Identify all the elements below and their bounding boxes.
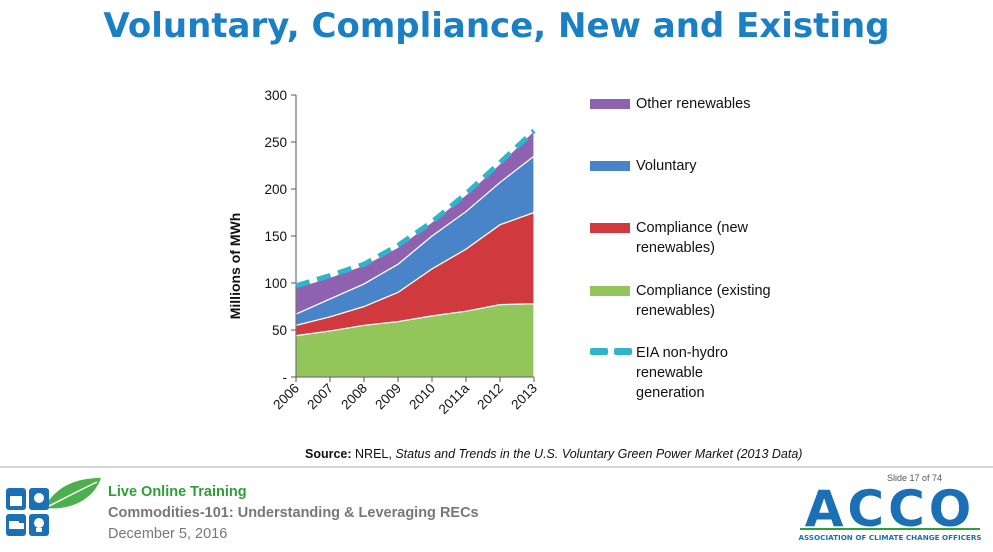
legend-item: Voluntary <box>590 156 806 176</box>
legend-item: Other renewables <box>590 94 806 114</box>
source-prefix: Source: <box>305 447 352 461</box>
legend-item: Compliance (new renewables) <box>590 218 806 258</box>
slide-number: Slide 17 of 74 <box>887 473 943 483</box>
x-tick-label: 2009 <box>372 381 404 413</box>
legend-swatch <box>590 348 632 358</box>
legend-label: Other renewables <box>636 96 751 112</box>
x-tick-label: 2013 <box>508 381 540 413</box>
source-org: NREL, <box>351 447 396 461</box>
live-training-label: Live Online Training <box>108 484 247 500</box>
legend-swatch <box>590 223 630 233</box>
legend-item: EIA non-hydro renewable generation <box>590 343 806 403</box>
footer-icons <box>6 478 101 536</box>
y-tick-label: 250 <box>264 135 287 150</box>
footer-divider <box>0 466 993 468</box>
legend-label: Compliance (existing renewables) <box>636 283 771 319</box>
y-tick-label: 200 <box>264 182 287 197</box>
x-tick-label: 2012 <box>474 381 506 413</box>
legend-item: Compliance (existing renewables) <box>590 281 806 321</box>
legend-label: Voluntary <box>636 158 697 174</box>
y-tick-label: 100 <box>264 276 287 291</box>
legend-swatch <box>590 161 630 171</box>
source-note: Source: NREL, Status and Trends in the U… <box>305 447 802 461</box>
y-tick-label: 50 <box>272 323 287 338</box>
legend-label: EIA non-hydro renewable generation <box>636 345 728 401</box>
y-tick-label: 150 <box>264 229 287 244</box>
y-axis-label: Millions of MWh <box>227 213 243 320</box>
legend-swatch <box>590 99 630 109</box>
course-date: December 5, 2016 <box>108 526 228 542</box>
acco-logo-subtext: ASSOCIATION OF CLIMATE CHANGE OFFICERS <box>798 533 981 542</box>
x-tick-label: 2007 <box>304 381 336 413</box>
legend-label: Compliance (new renewables) <box>636 220 749 256</box>
y-tick-label: - <box>283 370 288 385</box>
x-tick-label: 2006 <box>270 381 302 413</box>
x-tick-label: 2011a <box>436 380 473 417</box>
course-title: Commodities-101: Understanding & Leverag… <box>108 505 479 521</box>
acco-logo: ACCO ASSOCIATION OF CLIMATE CHANGE OFFIC… <box>798 482 981 542</box>
x-tick-label: 2010 <box>406 381 438 413</box>
slide-title: Voluntary, Compliance, New and Existing <box>103 6 890 46</box>
legend-swatch <box>590 286 630 296</box>
source-title: Status and Trends in the U.S. Voluntary … <box>395 447 803 461</box>
y-tick-label: 300 <box>264 88 287 103</box>
x-tick-label: 2008 <box>338 381 370 413</box>
